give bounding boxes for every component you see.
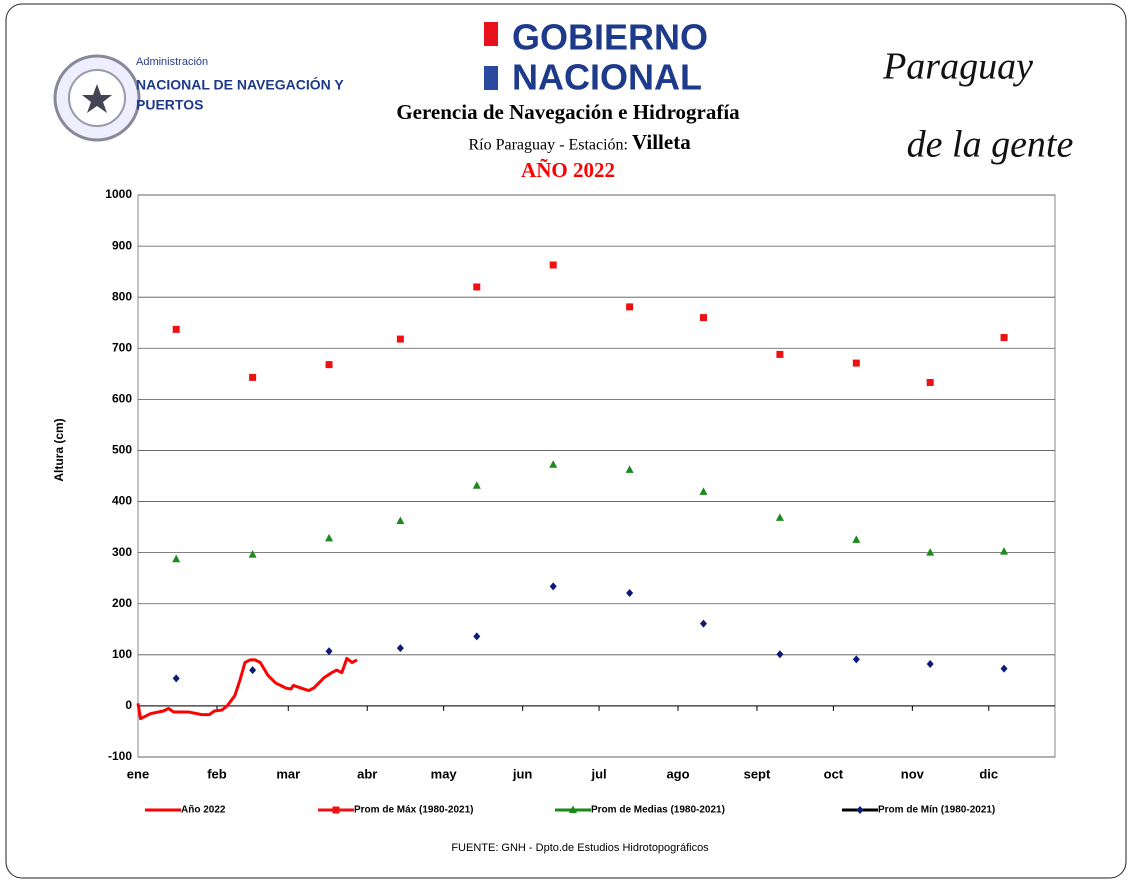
data-point bbox=[248, 550, 257, 558]
y-tick-label: 900 bbox=[112, 238, 132, 252]
y-tick-label: 500 bbox=[112, 443, 132, 457]
seal bbox=[53, 54, 141, 142]
x-tick-label: oct bbox=[824, 766, 844, 781]
x-tick-label: ene bbox=[127, 766, 149, 781]
y-tick-label: -100 bbox=[108, 749, 132, 763]
data-point bbox=[625, 465, 634, 473]
data-point bbox=[549, 582, 557, 591]
data-point bbox=[1000, 334, 1008, 342]
plot-area bbox=[137, 194, 1056, 758]
data-point bbox=[626, 588, 634, 597]
legend-marker bbox=[569, 805, 577, 813]
slogan: Paraguay bbox=[882, 46, 1033, 88]
data-point bbox=[249, 373, 257, 381]
data-point bbox=[926, 548, 935, 556]
flag-red bbox=[484, 22, 498, 46]
x-tick-label: feb bbox=[207, 766, 227, 781]
y-tick-label: 1000 bbox=[105, 187, 132, 201]
data-point bbox=[775, 513, 784, 521]
source: FUENTE: GNH - Dpto.de Estudios Hidrotopo… bbox=[451, 842, 709, 854]
data-point bbox=[699, 619, 707, 628]
data-point bbox=[699, 314, 707, 322]
x-tick-label: jul bbox=[590, 766, 606, 781]
data-point bbox=[926, 379, 934, 387]
data-point bbox=[396, 516, 405, 524]
x-tick-label: may bbox=[431, 766, 458, 781]
data-point bbox=[172, 325, 180, 333]
y-axis-label: Altura (cm) bbox=[52, 418, 66, 481]
x-tick-label: nov bbox=[901, 766, 925, 781]
y-tick-label: 400 bbox=[112, 494, 132, 508]
data-point bbox=[472, 481, 481, 489]
data-point bbox=[396, 335, 404, 343]
gov-logo: GOBIERNO bbox=[512, 17, 708, 58]
data-point bbox=[776, 350, 784, 358]
data-point bbox=[172, 554, 181, 563]
data-point bbox=[473, 632, 481, 641]
x-tick-label: jun bbox=[512, 766, 533, 781]
x-tick-label: ago bbox=[666, 766, 689, 781]
data-point bbox=[1000, 664, 1008, 673]
data-point bbox=[473, 283, 481, 291]
slogan: de la gente bbox=[907, 124, 1074, 166]
agency-name: PUERTOS bbox=[136, 97, 203, 113]
agency-name: NACIONAL DE NAVEGACIÓN Y bbox=[136, 76, 344, 93]
data-point bbox=[325, 361, 333, 369]
legend-marker bbox=[856, 806, 864, 814]
data-point bbox=[852, 359, 860, 367]
x-tick-label: abr bbox=[357, 766, 377, 781]
flag-blue bbox=[484, 66, 498, 90]
station: Villeta bbox=[632, 130, 691, 154]
data-point bbox=[249, 666, 257, 675]
data-point bbox=[172, 674, 180, 683]
data-point bbox=[1000, 547, 1009, 555]
year-label: AÑO 2022 bbox=[521, 158, 615, 182]
data-point bbox=[325, 647, 333, 656]
data-point bbox=[926, 660, 934, 669]
data-point bbox=[325, 533, 334, 542]
y-tick-label: 300 bbox=[112, 545, 132, 559]
y-tick-label: 0 bbox=[125, 698, 132, 712]
data-point bbox=[852, 655, 860, 664]
y-tick-label: 100 bbox=[112, 647, 132, 661]
chart-title: Gerencia de Navegación e Hidrografía bbox=[396, 100, 740, 124]
data-point bbox=[626, 303, 634, 311]
legend-label: Prom de Mín (1980-2021) bbox=[878, 805, 995, 816]
data-point bbox=[776, 650, 784, 659]
data-line bbox=[136, 656, 358, 721]
agency-small: Administración bbox=[136, 56, 208, 68]
data-point bbox=[549, 460, 558, 468]
y-tick-label: 600 bbox=[112, 392, 132, 406]
legend-marker bbox=[332, 806, 340, 814]
legend-label: Año 2022 bbox=[181, 805, 226, 816]
subtitle: Río Paraguay - Estación: bbox=[468, 137, 628, 154]
y-tick-label: 200 bbox=[112, 596, 132, 610]
x-tick-label: dic bbox=[979, 766, 998, 781]
data-point bbox=[852, 535, 861, 543]
legend-label: Prom de Medias (1980-2021) bbox=[591, 805, 725, 816]
data-point bbox=[396, 644, 404, 653]
y-tick-label: 800 bbox=[112, 289, 132, 303]
legend-label: Prom de Máx (1980-2021) bbox=[354, 805, 474, 816]
gov-logo: NACIONAL bbox=[512, 57, 702, 98]
data-point bbox=[549, 261, 557, 269]
data-point bbox=[699, 487, 708, 495]
y-tick-label: 700 bbox=[112, 340, 132, 354]
x-tick-label: mar bbox=[276, 766, 300, 781]
x-tick-label: sept bbox=[744, 766, 771, 781]
